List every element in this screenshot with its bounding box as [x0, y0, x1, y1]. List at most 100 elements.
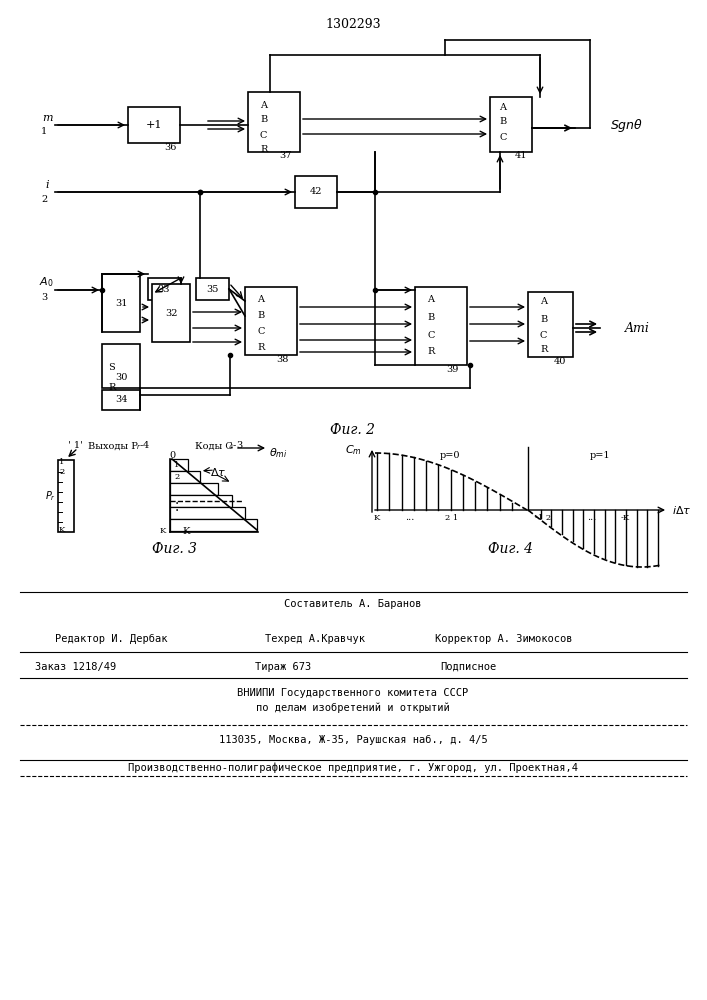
Text: A: A: [499, 103, 506, 111]
Text: 35: 35: [206, 284, 218, 294]
Text: $i\Delta\tau$: $i\Delta\tau$: [672, 504, 691, 516]
Text: ...: ...: [405, 514, 415, 522]
Text: 37: 37: [279, 150, 291, 159]
Bar: [490, 97, 532, 152]
Text: 34: 34: [115, 395, 127, 404]
Text: 113035, Москва, Ж-35, Раушская наб., д. 4/5: 113035, Москва, Ж-35, Раушская наб., д. …: [218, 735, 487, 745]
Text: 41: 41: [515, 151, 527, 160]
Bar: [248, 92, 300, 152]
Bar: [102, 274, 140, 332]
Text: ВНИИПИ Государственного комитета СССР: ВНИИПИ Государственного комитета СССР: [238, 688, 469, 698]
Text: 32: 32: [165, 308, 177, 318]
Text: K: K: [374, 514, 380, 522]
Text: 1: 1: [41, 127, 47, 136]
Bar: [102, 390, 140, 410]
Text: -K: -K: [620, 514, 630, 522]
Text: 39: 39: [446, 364, 458, 373]
Text: R: R: [260, 144, 267, 153]
Text: R: R: [540, 346, 547, 355]
Bar: [170, 471, 200, 483]
Text: B: B: [427, 314, 434, 322]
Text: ...: ...: [588, 514, 597, 522]
Text: Производственно-полиграфическое предприятие, г. Ужгород, ул. Проектная,4: Производственно-полиграфическое предприя…: [128, 763, 578, 773]
Text: A: A: [257, 296, 264, 304]
Text: Фиг. 4: Фиг. 4: [488, 542, 532, 556]
Text: m: m: [42, 113, 52, 123]
Text: $Sgn\theta$: $Sgn\theta$: [610, 116, 643, 133]
Text: Фиг. 3: Фиг. 3: [153, 542, 197, 556]
Bar: [528, 292, 573, 357]
Text: $A_0$: $A_0$: [39, 275, 53, 289]
Text: K: K: [59, 526, 65, 534]
Text: p=0: p=0: [440, 450, 460, 460]
Bar: [170, 519, 257, 531]
Text: 2: 2: [59, 468, 64, 476]
Text: Заказ 1218/49: Заказ 1218/49: [35, 662, 116, 672]
Text: 42: 42: [310, 188, 322, 196]
Text: -1 2: -1 2: [535, 514, 551, 522]
Text: $C_m$: $C_m$: [345, 443, 362, 457]
Bar: [58, 460, 74, 532]
Text: 1: 1: [175, 461, 180, 469]
Bar: [148, 278, 181, 300]
Text: Техред А.Кравчук: Техред А.Кравчук: [265, 634, 365, 644]
Text: $_4$-3: $_4$-3: [228, 440, 243, 452]
Text: 1302293: 1302293: [325, 18, 381, 31]
Text: p=1: p=1: [590, 450, 610, 460]
Text: Редактор И. Дербак: Редактор И. Дербак: [55, 634, 168, 644]
Text: i: i: [45, 180, 49, 190]
Text: по делам изобретений и открытий: по делам изобретений и открытий: [256, 703, 450, 713]
Bar: [170, 495, 232, 507]
Text: A: A: [540, 298, 547, 306]
Text: 2: 2: [175, 473, 180, 481]
Text: Фиг. 2: Фиг. 2: [330, 423, 375, 437]
Text: 31: 31: [115, 298, 127, 308]
Text: C: C: [427, 330, 434, 340]
Text: C: C: [260, 130, 267, 139]
Bar: [170, 483, 218, 495]
Text: R: R: [257, 344, 264, 353]
Text: $_r$-4: $_r$-4: [136, 440, 151, 452]
Text: Выходы P: Выходы P: [88, 442, 138, 450]
Text: Ami: Ami: [625, 322, 650, 334]
Text: 2 1: 2 1: [445, 514, 459, 522]
Text: K: K: [160, 527, 166, 535]
Text: Тираж 673: Тираж 673: [255, 662, 311, 672]
Text: A: A: [427, 296, 434, 304]
Text: B: B: [540, 314, 547, 324]
Text: 33: 33: [158, 284, 170, 294]
Bar: [102, 344, 140, 388]
Text: 2: 2: [41, 194, 47, 204]
Text: S: S: [108, 362, 115, 371]
Text: $P_r$: $P_r$: [45, 489, 57, 503]
Text: 30: 30: [115, 373, 127, 382]
Text: .: .: [175, 493, 179, 507]
Text: $\Delta\tau$: $\Delta\tau$: [210, 466, 226, 478]
Text: Корректор А. Зимокосов: Корректор А. Зимокосов: [435, 634, 573, 644]
Text: B: B: [499, 117, 506, 126]
Text: Подписное: Подписное: [440, 662, 496, 672]
Bar: [170, 459, 188, 471]
Text: 36: 36: [164, 142, 176, 151]
Text: Составитель А. Баранов: Составитель А. Баранов: [284, 599, 422, 609]
Text: +1: +1: [146, 120, 162, 130]
Text: 38: 38: [276, 355, 288, 363]
Text: 3: 3: [41, 292, 47, 302]
Text: ' 1': ' 1': [68, 440, 83, 450]
Bar: [415, 287, 467, 365]
Bar: [128, 107, 180, 143]
Bar: [295, 176, 337, 208]
Text: R: R: [427, 348, 434, 357]
Bar: [196, 278, 229, 300]
Bar: [152, 284, 190, 342]
Text: C: C: [540, 330, 547, 340]
Text: B: B: [260, 115, 267, 124]
Text: R: R: [108, 382, 115, 391]
Bar: [170, 507, 245, 519]
Text: Коды C: Коды C: [195, 442, 233, 450]
Text: K: K: [182, 526, 189, 536]
Bar: [245, 287, 297, 355]
Text: 40: 40: [554, 357, 566, 365]
Text: C: C: [257, 328, 264, 336]
Text: 1: 1: [59, 458, 64, 466]
